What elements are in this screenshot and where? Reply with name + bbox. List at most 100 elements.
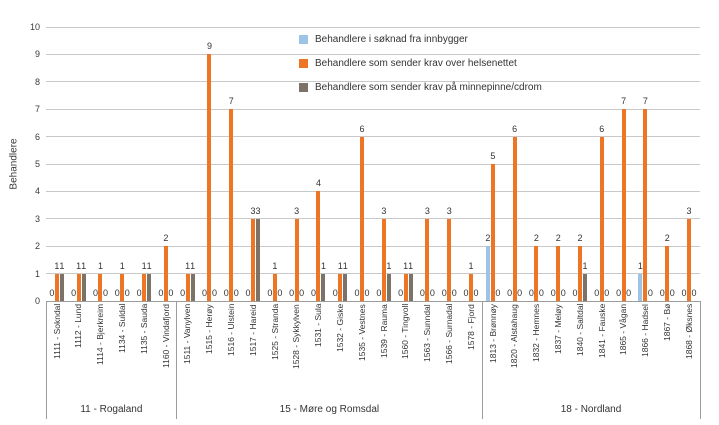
bar-cluster: 0 1 0 (93, 261, 108, 301)
legend-label: Behandlere som sender krav over helsenet… (315, 57, 517, 69)
bar-column: 5 (490, 152, 495, 301)
legend-row: Behandlere som sender krav over helsenet… (299, 51, 542, 75)
category-slot: 2 5 0 (482, 27, 504, 301)
x-axis-label: 1841 - Fauske (591, 304, 613, 399)
bar (54, 273, 59, 301)
bar-column: 3 (256, 206, 261, 301)
bar-value-label: 0 (451, 288, 457, 298)
bar-column: 1 (386, 261, 391, 301)
category-slot: 0 7 0 (613, 27, 635, 301)
bar (687, 218, 691, 301)
bar (294, 218, 299, 301)
y-tick-label: 2 (34, 241, 40, 252)
bar-value-label: 0 (616, 288, 622, 298)
bar-value-label: 0 (223, 288, 229, 298)
bar (556, 246, 561, 301)
x-axis-label-text: 1516 - Ulstein (226, 304, 237, 357)
bar-value-label: 0 (473, 288, 479, 298)
bar-cluster: 2 5 0 (485, 152, 500, 301)
bar-value-label: 0 (572, 288, 578, 298)
x-axis-label-text: 1841 - Fauske (596, 304, 607, 359)
gridline (46, 81, 700, 83)
bar-column: 7 (621, 97, 626, 301)
bar-value-label: 0 (168, 288, 174, 298)
bar (190, 273, 195, 301)
bar-value-label: 0 (463, 288, 469, 298)
x-axis-label-text: 1160 - Vindafjord (160, 304, 171, 368)
bar-column: 3 (294, 206, 299, 301)
bar (120, 273, 125, 301)
x-axis-line (46, 301, 701, 302)
group-separator (176, 301, 178, 419)
bar-cluster: 0 3 1 (376, 206, 391, 301)
bar-value-label: 0 (180, 288, 186, 298)
y-tick-label: 7 (34, 104, 40, 115)
bar (59, 273, 64, 301)
group-separator (481, 301, 483, 419)
x-axis-label: 1578 - Fjord (460, 304, 482, 399)
x-axis-label: 1539 - Rauma (373, 304, 395, 399)
group-labels: 11 - Rogaland 15 - Møre og Romsdal 18 - No… (46, 399, 700, 420)
bar-value-label: 0 (538, 288, 544, 298)
x-axis-label: 1865 - Vågan (613, 304, 635, 399)
x-axis-label-text: 1525 - Stranda (269, 304, 280, 361)
bar-value-label: 0 (158, 288, 164, 298)
bar-cluster: 0 4 1 (311, 179, 326, 301)
category-slot: 0 1 0 (264, 27, 286, 301)
bar (403, 273, 408, 301)
category-slot: 0 3 0 (286, 27, 308, 301)
bar-column: 3 (425, 206, 430, 301)
bar-column: 1 (583, 261, 588, 301)
bar-value-label: 0 (49, 288, 55, 298)
x-axis-label: 1868 - Øksnes (678, 304, 700, 399)
bar-cluster: 0 6 0 (355, 124, 370, 301)
bar-value-label: 1 (272, 260, 278, 271)
x-axis-label: 1563 - Sunndal (417, 304, 439, 399)
x-axis-label-text: 1539 - Rauma (378, 304, 389, 358)
gridline (46, 245, 700, 247)
bar-column: 3 (381, 206, 386, 301)
x-axis-label: 1515 - Herøy (199, 304, 221, 399)
bar-column: 1 (54, 261, 59, 301)
category-slot: 0 6 0 (351, 27, 373, 301)
bar-value-label: 1 (386, 260, 392, 271)
category-slot: 0 4 1 (308, 27, 330, 301)
bar-value-label: 1 (637, 260, 643, 271)
x-axis-label: 1837 - Meløy (547, 304, 569, 399)
x-axis-label-text: 1866 - Hadsel (640, 304, 651, 357)
legend-swatch (299, 34, 308, 44)
bar-column: 3 (686, 206, 692, 301)
x-axis-label-text: 1832 - Hemnes (531, 304, 542, 363)
bar (251, 218, 256, 301)
gridline (46, 26, 700, 28)
bar-value-label: 0 (419, 288, 425, 298)
x-axis-labels: 1111 - Sokndal 1112 - Lund 1114 - Bjerkrei… (46, 304, 700, 399)
legend-row: Behandlere i søknad fra innbygger (299, 27, 542, 51)
bar (207, 54, 212, 301)
x-axis-label-text: 1820 - Alstahaug (509, 304, 520, 368)
bar-column: 2 (556, 234, 561, 301)
group-label: 18 - Nordland (560, 404, 622, 415)
bar-value-label: 0 (376, 288, 382, 298)
bar-value-label: 0 (136, 288, 142, 298)
x-axis-label-text: 1532 - Giske (335, 304, 345, 353)
bar (163, 246, 168, 301)
bar-value-label: 0 (647, 288, 653, 298)
bar-cluster: 0 2 0 (529, 234, 544, 301)
bar-value-label: 0 (507, 288, 513, 298)
x-axis-label: 1560 - Tingvoll (395, 304, 417, 399)
category-slot: 0 2 0 (155, 27, 177, 301)
bar (272, 273, 277, 301)
bar-value-label: 0 (364, 288, 370, 298)
bar-value-label: 6 (599, 123, 605, 134)
x-axis-label: 1511 - Vanylven (177, 304, 199, 399)
x-axis-label-text: 1135 - Sauda (138, 304, 149, 355)
category-slot: 0 1 0 (460, 27, 482, 301)
bar-value-label: 0 (267, 288, 273, 298)
bar-cluster: 0 1 0 (267, 261, 282, 301)
bar-column: 1 (321, 261, 326, 301)
bar-cluster: 0 2 0 (158, 234, 174, 301)
bar-value-label: 0 (517, 288, 523, 298)
